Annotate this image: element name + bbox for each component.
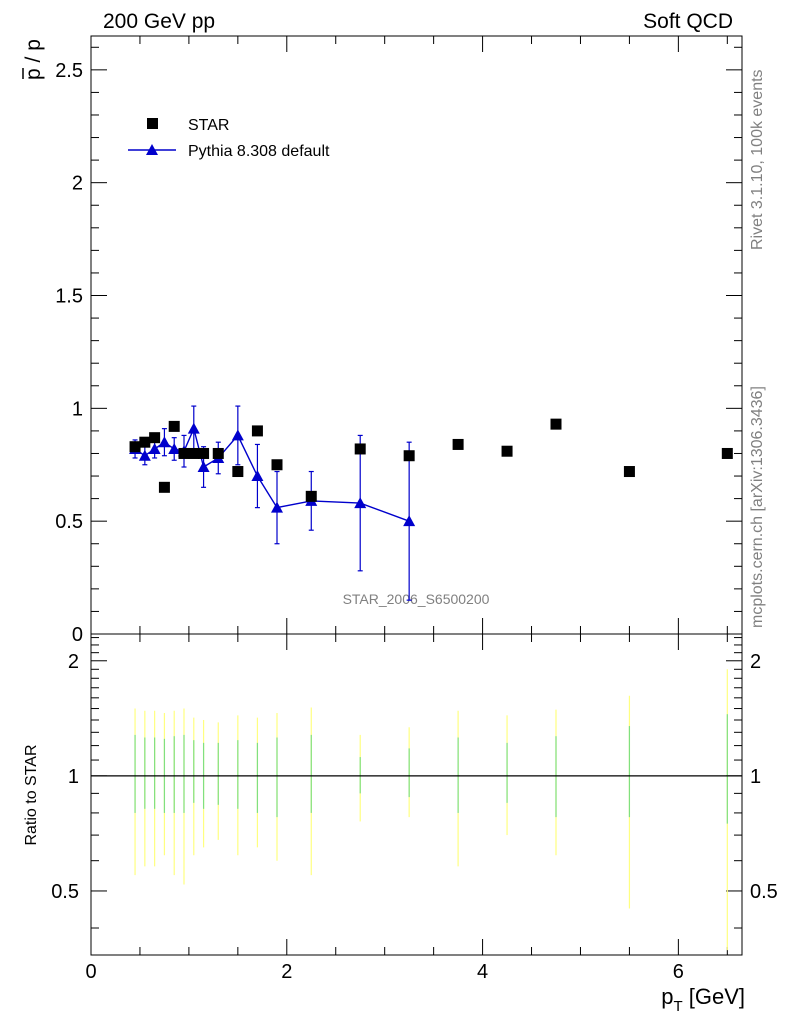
star-point	[139, 436, 151, 448]
ratio-xtick-label: 6	[673, 961, 684, 983]
legend: STAR Pythia 8.308 default	[128, 117, 330, 160]
pythia-point	[148, 442, 161, 454]
mcplots-label: mcplots.cern.ch [arXiv:1306.3436]	[749, 386, 766, 628]
main-ytick-label: 0	[72, 624, 83, 646]
star-point	[403, 450, 415, 462]
svg-text:p / p: p / p	[22, 39, 45, 80]
star-point	[129, 441, 141, 453]
main-marks	[129, 405, 733, 601]
pythia-line	[134, 426, 410, 522]
star-point	[271, 459, 283, 471]
star-point	[178, 447, 190, 459]
star-point	[305, 490, 317, 502]
rivet-label: Rivet 3.1.10, 100k events	[749, 69, 766, 250]
star-point	[188, 447, 200, 459]
star-point	[251, 425, 263, 437]
star-point	[550, 418, 562, 430]
star-point	[168, 420, 180, 432]
ratio-ytick-label-left: 1	[68, 766, 79, 788]
ratio-ylabel: Ratio to STAR	[23, 744, 40, 845]
main-ytick-label: 2.5	[55, 60, 83, 82]
x-axis-label: pT [GeV]	[661, 984, 745, 1015]
main-ylabel-rest: / p	[22, 39, 45, 68]
legend-pythia-marker	[146, 144, 158, 155]
star-point	[452, 438, 464, 450]
analysis-label: STAR_2006_S6500200	[343, 591, 490, 607]
star-point	[232, 466, 244, 478]
star-point	[354, 443, 366, 455]
legend-pythia-label: Pythia 8.308 default	[188, 143, 330, 160]
pythia-point	[158, 436, 171, 448]
ratio-axes: 0 2 4 6 0.5 0.5 1 1 2 2	[51, 633, 778, 983]
main-axes: 0 0.5 1 1.5 2 2.5	[55, 35, 743, 646]
header-left: 200 GeV pp	[103, 10, 215, 33]
star-point	[158, 481, 170, 493]
header-right: Soft QCD	[643, 10, 733, 33]
star-point	[721, 447, 733, 459]
ratio-ytick-label-right: 2	[750, 651, 761, 673]
star-point	[198, 447, 210, 459]
pythia-point	[231, 429, 244, 441]
pythia-point	[251, 470, 264, 482]
main-ytick-label: 2	[72, 173, 83, 195]
pythia-point	[138, 449, 151, 461]
star-point	[149, 432, 161, 444]
ratio-ytick-label-left: 2	[68, 651, 79, 673]
ratio-xtick-label: 0	[85, 961, 96, 983]
pythia-point	[168, 442, 181, 454]
legend-star-marker	[147, 118, 158, 129]
star-point	[212, 447, 224, 459]
main-ylabel-pbar: p	[22, 68, 45, 80]
main-ylabel: p / p	[22, 39, 45, 80]
pythia-point	[271, 501, 283, 513]
main-ytick-label: 1	[72, 398, 83, 420]
ratio-ytick-label-left: 0.5	[51, 881, 79, 903]
main-ytick-label: 0.5	[55, 511, 83, 533]
pythia-point	[354, 497, 367, 509]
xlabel-unit: [GeV]	[683, 984, 745, 1009]
main-ytick-label: 1.5	[55, 286, 83, 308]
ratio-marks	[91, 669, 742, 951]
ratio-xtick-label: 2	[281, 961, 292, 983]
ratio-xtick-label: 4	[477, 961, 488, 983]
xlabel-sub: T	[673, 998, 682, 1015]
ratio-frame	[90, 633, 743, 956]
pythia-point	[197, 461, 210, 473]
xlabel-p: p	[661, 984, 673, 1009]
ratio-ytick-label-right: 0.5	[750, 881, 778, 903]
legend-star-label: STAR	[188, 117, 229, 134]
ratio-ytick-label-right: 1	[750, 766, 761, 788]
star-point	[623, 466, 635, 478]
pythia-point	[403, 515, 416, 527]
pythia-point	[187, 422, 200, 434]
star-point	[501, 445, 513, 457]
